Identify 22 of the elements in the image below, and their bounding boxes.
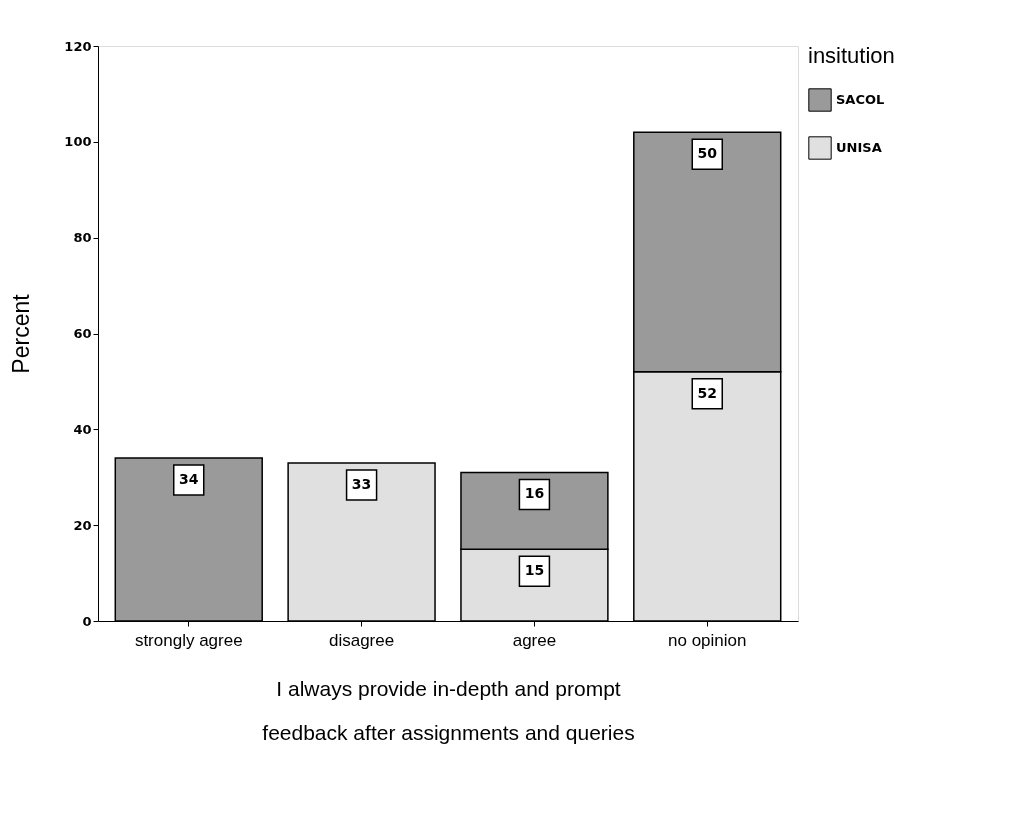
y-axis-title: Percent: [8, 293, 35, 374]
y-tick-label: 60: [73, 326, 92, 341]
data-label: 33: [351, 475, 372, 492]
legend-label: UNISA: [836, 140, 882, 155]
data-label: 16: [524, 485, 545, 502]
legend-label: SACOL: [836, 92, 885, 107]
y-tick-label: 80: [73, 230, 92, 246]
y-tick-label: 100: [64, 134, 92, 150]
data-label: 15: [524, 562, 545, 579]
data-label: 34: [179, 471, 199, 488]
y-tick-label: 20: [73, 517, 92, 533]
y-tick-label: 40: [73, 421, 92, 437]
y-tick-label: 120: [64, 38, 92, 54]
data-label: 50: [697, 145, 718, 162]
x-tick-label: agree: [512, 630, 557, 650]
y-tick-label: 0: [82, 613, 92, 629]
data-label: 52: [697, 384, 717, 401]
x-tick-label: strongly agree: [134, 630, 243, 650]
legend-title: insitution: [808, 43, 895, 68]
x-tick-label: disagree: [328, 630, 395, 650]
x-tick-label: no opinion: [668, 630, 747, 650]
x-axis-title: I always provide in-depth and prompt feedback after assignments and queries: [262, 676, 635, 744]
